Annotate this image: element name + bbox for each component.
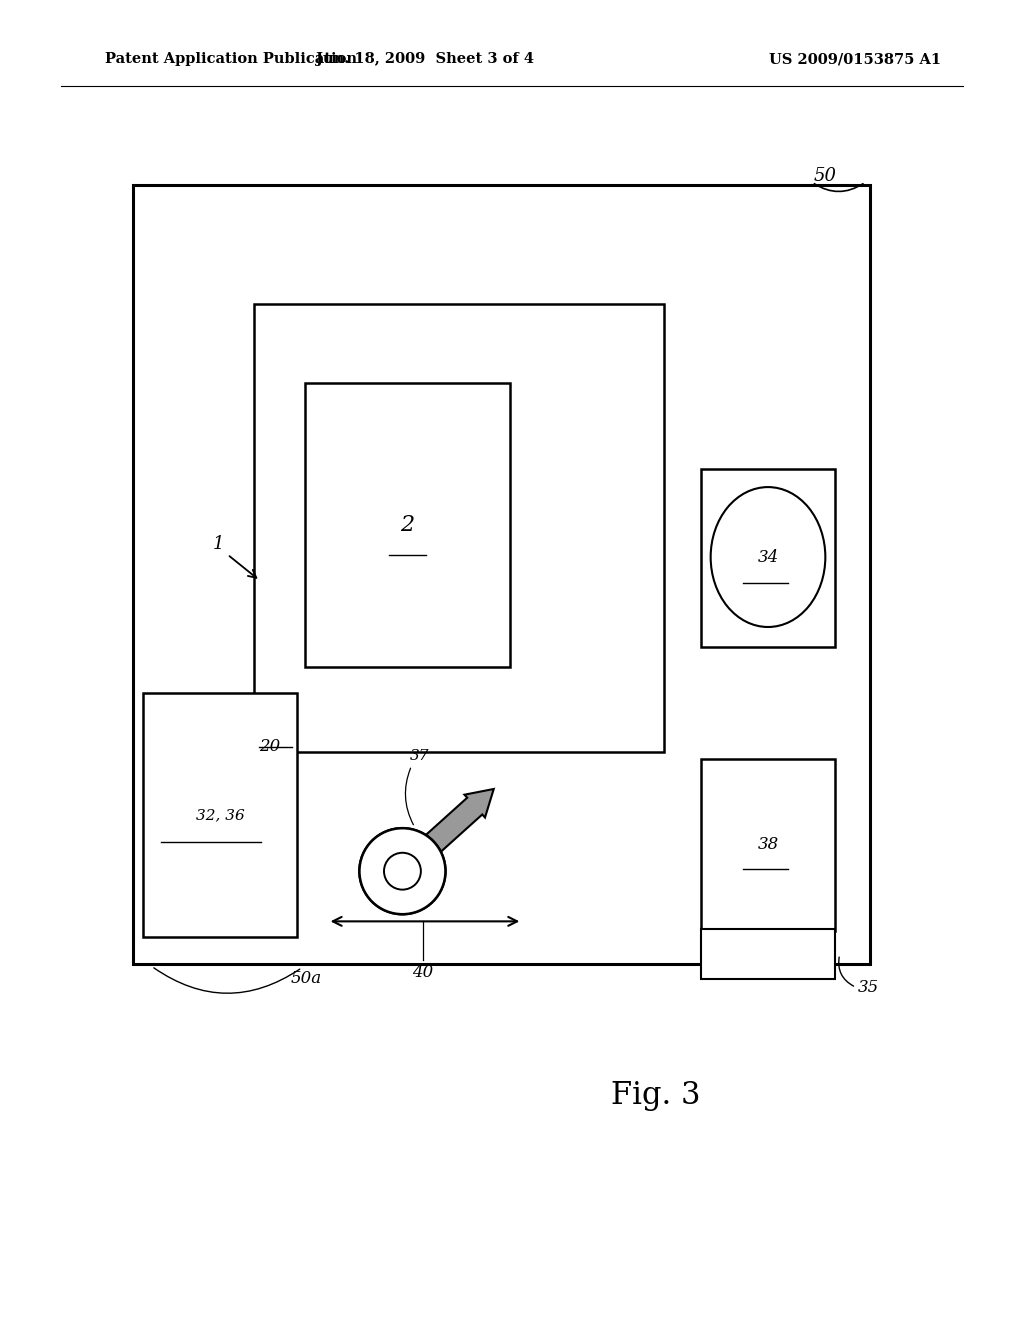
- Text: Patent Application Publication: Patent Application Publication: [105, 53, 357, 66]
- Text: 40: 40: [413, 964, 433, 981]
- Circle shape: [384, 853, 421, 890]
- Text: 1: 1: [212, 535, 224, 553]
- Text: Jun. 18, 2009  Sheet 3 of 4: Jun. 18, 2009 Sheet 3 of 4: [316, 53, 534, 66]
- Text: 50a: 50a: [291, 970, 322, 987]
- Text: 50: 50: [814, 166, 837, 185]
- Text: 38: 38: [758, 837, 778, 853]
- Bar: [133, 185, 870, 964]
- Circle shape: [384, 853, 421, 890]
- Bar: [701, 929, 835, 979]
- Bar: [701, 759, 835, 931]
- Text: 20: 20: [259, 738, 281, 755]
- Bar: [254, 304, 664, 752]
- Bar: [305, 383, 510, 667]
- Ellipse shape: [711, 487, 825, 627]
- Text: Fig. 3: Fig. 3: [610, 1080, 700, 1111]
- Bar: [143, 693, 297, 937]
- Text: 35: 35: [858, 979, 880, 995]
- FancyArrow shape: [395, 789, 494, 879]
- Text: 34: 34: [758, 549, 778, 565]
- Circle shape: [359, 828, 445, 915]
- Circle shape: [359, 828, 445, 915]
- Text: 2: 2: [400, 513, 415, 536]
- Bar: [701, 469, 835, 647]
- Text: US 2009/0153875 A1: US 2009/0153875 A1: [769, 53, 941, 66]
- Text: 37: 37: [410, 748, 429, 763]
- Text: 32, 36: 32, 36: [196, 808, 245, 822]
